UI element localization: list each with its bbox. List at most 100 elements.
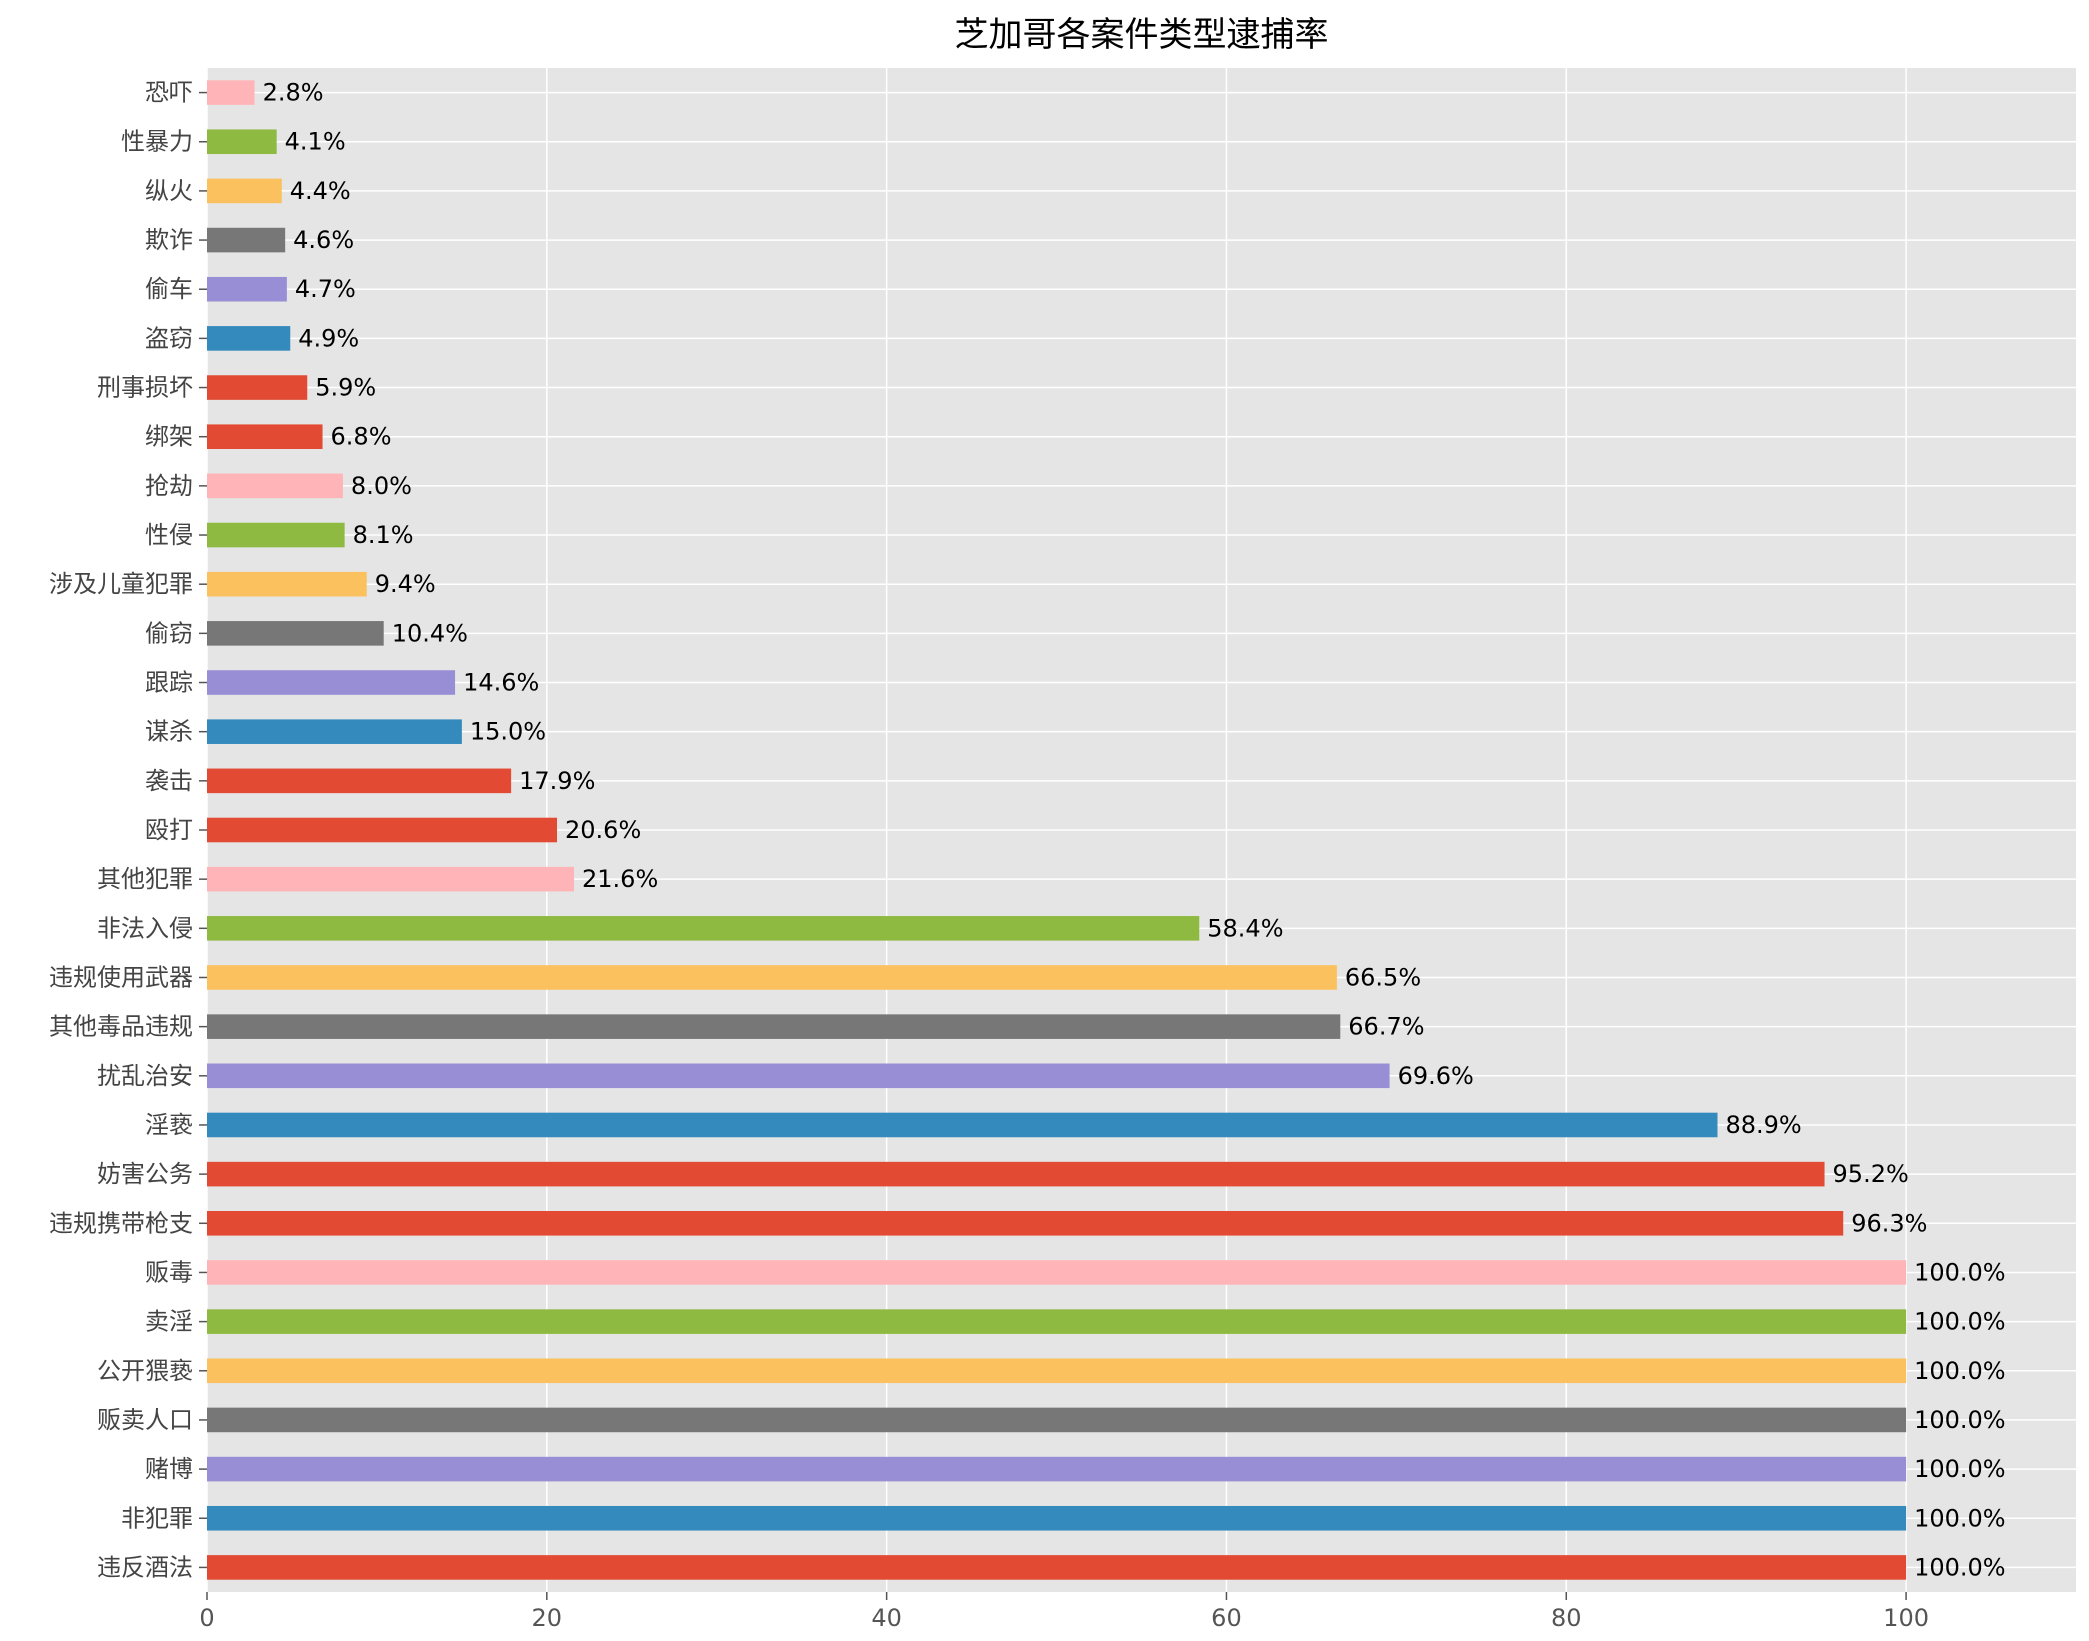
bar	[207, 522, 345, 548]
data-label: 4.4%	[290, 177, 351, 205]
bar	[207, 326, 291, 351]
data-label: 95.2%	[1833, 1160, 1909, 1188]
bar	[207, 424, 323, 449]
data-label: 100.0%	[1914, 1357, 2006, 1385]
y-tick-label: 恐吓	[145, 79, 193, 107]
data-label: 9.4%	[375, 570, 436, 598]
bar	[207, 866, 575, 892]
y-tick-label: 贩毒	[145, 1258, 193, 1286]
data-label: 100.0%	[1914, 1504, 2006, 1532]
x-tick-label: 80	[1551, 1604, 1582, 1632]
x-tick-label: 100	[1883, 1604, 1929, 1632]
data-label: 14.6%	[463, 669, 539, 697]
y-tick-label: 扰乱治安	[97, 1062, 193, 1090]
y-tick-label: 非法入侵	[97, 914, 193, 942]
bar	[207, 1358, 1907, 1384]
y-axis: 恐吓性暴力纵火欺诈偷车盗窃刑事损坏绑架抢劫性侵涉及儿童犯罪偷窃跟踪谋杀袭击殴打其…	[49, 79, 207, 1581]
data-label: 4.9%	[298, 324, 359, 352]
y-tick-label: 违规使用武器	[49, 963, 193, 991]
data-label: 100.0%	[1914, 1553, 2006, 1581]
bar	[207, 768, 512, 794]
data-label: 69.6%	[1398, 1062, 1474, 1090]
y-tick-label: 违反酒法	[97, 1553, 193, 1581]
bar	[207, 1555, 1907, 1580]
data-label: 96.3%	[1851, 1209, 1927, 1237]
bar	[207, 571, 367, 597]
bar	[207, 1407, 1907, 1433]
bar	[207, 129, 277, 155]
y-tick-label: 涉及儿童犯罪	[49, 570, 193, 598]
y-tick-label: 淫亵	[145, 1111, 193, 1139]
data-label: 8.0%	[351, 472, 412, 500]
bar	[207, 178, 282, 204]
y-tick-label: 偷窃	[145, 619, 193, 647]
data-label: 2.8%	[263, 79, 324, 107]
y-tick-label: 谋杀	[145, 718, 193, 746]
bar	[207, 1456, 1907, 1482]
bar	[207, 1161, 1825, 1187]
bar	[207, 670, 456, 695]
bar	[207, 375, 308, 400]
chart-title: 芝加哥各案件类型逮捕率	[955, 15, 1329, 55]
data-label: 88.9%	[1725, 1111, 1801, 1139]
y-tick-label: 殴打	[145, 816, 193, 844]
data-label: 6.8%	[331, 423, 392, 451]
y-tick-label: 非犯罪	[121, 1504, 193, 1532]
data-label: 4.1%	[285, 128, 346, 156]
y-tick-label: 性暴力	[121, 128, 193, 156]
y-tick-label: 纵火	[145, 177, 193, 205]
data-label: 100.0%	[1914, 1406, 2006, 1434]
y-tick-label: 赌博	[145, 1455, 193, 1483]
y-tick-label: 违规携带枪支	[49, 1209, 193, 1237]
bar	[207, 1505, 1907, 1531]
y-tick-label: 绑架	[145, 423, 193, 451]
bar	[207, 80, 255, 105]
bar	[207, 965, 1337, 990]
bar	[207, 227, 286, 253]
x-tick-label: 40	[871, 1604, 902, 1632]
data-label: 58.4%	[1207, 914, 1283, 942]
y-tick-label: 性侵	[145, 521, 193, 549]
data-label: 100.0%	[1914, 1258, 2006, 1286]
bar	[207, 473, 343, 499]
data-label: 66.7%	[1348, 1013, 1424, 1041]
y-tick-label: 卖淫	[145, 1308, 193, 1336]
y-tick-label: 袭击	[145, 767, 193, 795]
bar	[207, 621, 384, 646]
y-tick-label: 刑事损坏	[97, 374, 193, 402]
data-label: 4.6%	[293, 226, 354, 254]
y-tick-label: 偷车	[145, 275, 193, 303]
x-tick-label: 20	[532, 1604, 563, 1632]
data-label: 100.0%	[1914, 1308, 2006, 1336]
bars: 2.8% 4.1% 4.4% 4.6% 4.7% 4.9% 5.9% 6.8% 8.0% 8.1%…	[207, 79, 2006, 1581]
bar	[207, 1309, 1907, 1334]
data-label: 15.0%	[470, 718, 546, 746]
y-tick-label: 其他毒品违规	[49, 1013, 193, 1041]
data-label: 20.6%	[565, 816, 641, 844]
bar	[207, 1260, 1907, 1285]
bar	[207, 1112, 1718, 1138]
data-label: 4.7%	[295, 275, 356, 303]
bar	[207, 1211, 1844, 1236]
y-tick-label: 其他犯罪	[97, 865, 193, 893]
y-tick-label: 妨害公务	[97, 1160, 193, 1188]
data-label: 21.6%	[582, 865, 658, 893]
data-label: 10.4%	[392, 619, 468, 647]
x-tick-label: 60	[1211, 1604, 1242, 1632]
y-tick-label: 贩卖人口	[97, 1406, 193, 1434]
data-label: 100.0%	[1914, 1455, 2006, 1483]
x-axis: 0 20 40 60 80 100	[199, 1592, 1929, 1632]
bar	[207, 1063, 1390, 1089]
y-tick-label: 盗窃	[145, 324, 193, 352]
bar	[207, 916, 1200, 941]
bar	[207, 1014, 1341, 1039]
data-label: 17.9%	[519, 767, 595, 795]
data-label: 5.9%	[315, 374, 376, 402]
data-label: 66.5%	[1345, 963, 1421, 991]
bar	[207, 817, 558, 843]
x-tick-label: 0	[199, 1604, 214, 1632]
data-label: 8.1%	[353, 521, 414, 549]
bar	[207, 276, 287, 302]
bar	[207, 719, 462, 744]
